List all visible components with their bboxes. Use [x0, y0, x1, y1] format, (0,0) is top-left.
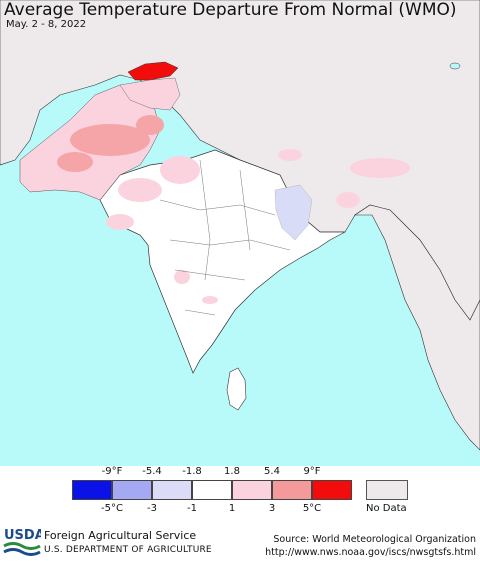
warm-patch-nepal [278, 149, 302, 161]
legend-nodata-swatch [366, 480, 408, 500]
warm-patch-gujarat [106, 214, 134, 230]
land-nodata-east [354, 204, 480, 451]
date-range: May. 2 - 8, 2022 [6, 19, 87, 30]
kashmir-warm [119, 77, 181, 111]
legend-c-tick: 3 [268, 503, 276, 514]
footer: USDA Foreign Agricultural Service U.S. D… [0, 526, 480, 561]
legend-swatch [272, 480, 312, 500]
warm-patch-rajasthan [118, 178, 162, 202]
legend: -9°F -5.4 -1.8 1.8 5.4 9°F -5°C -3 -1 1 … [0, 466, 480, 526]
legend-f-tick: 5.4 [264, 466, 280, 477]
page-title: Average Temperature Departure From Norma… [4, 0, 457, 20]
department-name: U.S. DEPARTMENT OF AGRICULTURE [44, 545, 212, 555]
legend-c-tick: -3 [147, 503, 157, 514]
warm-patch-northeast [350, 158, 410, 178]
warm-patch-sindh [57, 152, 93, 172]
warm-patch-pakistan [70, 124, 150, 156]
legend-swatch [112, 480, 152, 500]
state-boundaries [159, 159, 291, 316]
legend-f-tick: -5.4 [142, 466, 162, 477]
source-line: Source: World Meteorological Organizatio… [273, 534, 476, 545]
legend-f-tick: -1.8 [182, 466, 202, 477]
kashmir-hotspot [127, 61, 179, 81]
legend-c-tick: 5°C [302, 503, 322, 514]
warm-patch-central [174, 270, 190, 284]
legend-swatch [312, 480, 352, 500]
warm-patch-bangladesh [336, 192, 360, 208]
warm-patch-deccan [202, 296, 218, 304]
sri-lanka [226, 367, 247, 411]
legend-swatch [232, 480, 272, 500]
cool-patch-east-india [274, 184, 313, 241]
legend-c-tick: -5°C [101, 503, 123, 514]
warm-patch-punjab [136, 115, 164, 135]
legend-swatch [192, 480, 232, 500]
legend-f-tick: -9°F [101, 466, 123, 477]
temperature-departure-map [0, 0, 480, 466]
warm-patch-north-india [160, 156, 200, 184]
source-url[interactable]: http://www.nws.noaa.gov/iscs/nwsgtsfs.ht… [265, 547, 476, 558]
legend-f-tick: 9°F [303, 466, 321, 477]
legend-f-tick: 1.8 [224, 466, 240, 477]
legend-c-tick: -1 [187, 503, 197, 514]
island-marker [449, 62, 461, 70]
legend-nodata-label: No Data [366, 503, 407, 514]
agency-name: Foreign Agricultural Service [44, 529, 197, 542]
legend-c-tick: 1 [228, 503, 236, 514]
usda-logo-icon: USDA [3, 528, 41, 556]
legend-swatch [152, 480, 192, 500]
legend-swatch [72, 480, 112, 500]
usda-logo-text: USDA [4, 528, 41, 543]
